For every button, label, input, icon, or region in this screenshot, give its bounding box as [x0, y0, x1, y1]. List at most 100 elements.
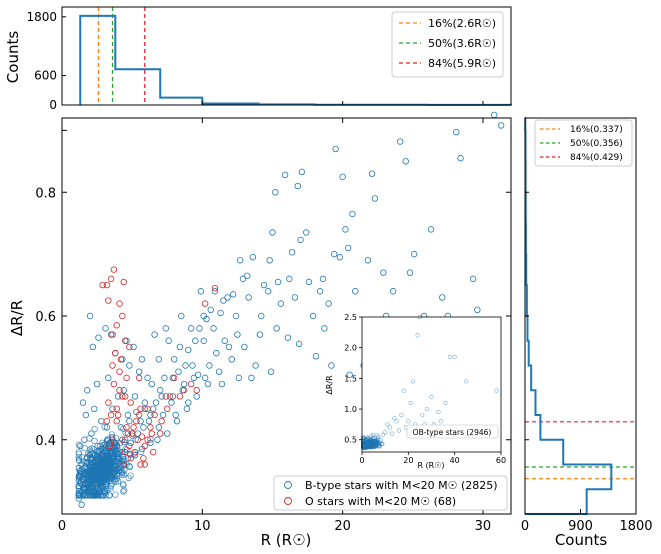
b-star-point: [427, 226, 435, 233]
b-star-point: [93, 461, 101, 468]
inset-xtick-label-1: 20: [403, 456, 413, 465]
o-star-point: [107, 275, 115, 283]
b-star-point: [309, 312, 317, 320]
b-star-point: [345, 244, 352, 252]
b-star-point: [193, 393, 200, 400]
b-star-point: [256, 331, 264, 338]
b-star-point: [84, 455, 91, 462]
b-star-point: [218, 380, 226, 388]
inset-ylabel: ΔR/R: [325, 375, 334, 395]
inset-cluster-point: [370, 438, 375, 443]
b-star-point: [213, 349, 220, 357]
b-star-point: [269, 229, 276, 236]
b-star-point: [172, 411, 179, 419]
b-star-point: [286, 275, 293, 283]
b-star-point: [183, 405, 191, 413]
b-star-point: [112, 458, 119, 465]
inset-point: [376, 434, 381, 439]
o-star-point: [157, 430, 164, 437]
right-legend-50-label: 50%(0.356): [570, 139, 623, 149]
inset-point: [399, 413, 404, 418]
top-legend-50-label: 50%(3.6R☉): [428, 37, 496, 50]
b-star-point: [189, 362, 196, 369]
b-star-cluster-point: [147, 436, 154, 443]
o-star-point: [141, 461, 148, 468]
b-star-point: [95, 334, 102, 341]
inset-frame: [361, 316, 502, 453]
b-star-point: [124, 411, 132, 419]
inset-ytick-label-1: 1.0: [344, 405, 357, 414]
b-star-point: [225, 343, 233, 351]
b-star-point: [229, 291, 237, 298]
inset-cluster-point: [369, 439, 374, 444]
b-star-point: [81, 436, 88, 443]
o-star-point: [130, 424, 137, 431]
o-star-point: [105, 399, 112, 406]
main-xtick-label-3: 30: [475, 519, 492, 534]
b-star-point: [305, 278, 313, 286]
b-star-point: [155, 424, 163, 431]
inset-point: [383, 430, 388, 435]
b-star-point: [185, 346, 192, 354]
b-star-point: [380, 269, 387, 276]
main-legend-b-label: B-type stars with M<20 M☉ (2825): [305, 479, 498, 492]
inset-point: [443, 400, 448, 406]
b-star-cluster-point: [119, 460, 127, 467]
b-star-point: [235, 374, 242, 382]
top-ytick-label-1: 600: [34, 69, 57, 83]
b-star-point: [105, 374, 112, 382]
b-star-point: [176, 343, 184, 351]
top-histogram-frame: [61, 6, 512, 106]
b-star-point: [99, 467, 106, 474]
b-star-cluster-point: [84, 486, 91, 493]
b-star-point: [196, 325, 203, 332]
o-star-point: [171, 374, 178, 382]
b-star-point: [166, 393, 174, 400]
o-star-point: [164, 405, 171, 413]
b-star-point: [96, 473, 104, 481]
inset-point: [429, 394, 434, 399]
b-star-point: [349, 210, 356, 218]
o-star-point: [134, 436, 141, 443]
o-star-point: [106, 442, 113, 450]
b-star-point: [171, 356, 178, 363]
b-star-point: [119, 448, 126, 456]
b-star-point: [84, 387, 91, 394]
b-star-point: [86, 312, 94, 320]
b-star-point: [281, 171, 289, 179]
inset-point: [464, 379, 469, 384]
b-star-point: [336, 254, 344, 261]
b-star-point: [91, 452, 98, 459]
b-star-point: [114, 393, 122, 400]
b-star-point: [187, 325, 195, 332]
b-star-point: [127, 439, 134, 447]
top-ytick-label-0: 0: [49, 98, 57, 112]
inset-xtick-label-0: 0: [359, 456, 364, 465]
b-star-cluster-point: [112, 478, 119, 485]
b-star-cluster-point: [75, 488, 82, 495]
b-star-point: [453, 129, 460, 136]
inset-cluster-point: [373, 440, 378, 445]
inset-ytick-label-2: 1.5: [344, 374, 357, 383]
o-star-point: [133, 417, 140, 425]
o-star-point: [120, 461, 127, 468]
b-star-point: [272, 189, 279, 196]
b-star-point: [297, 236, 304, 244]
b-star-point: [126, 362, 133, 369]
b-star-point: [266, 257, 273, 264]
b-star-cluster-point: [120, 488, 127, 495]
b-star-point: [131, 393, 139, 400]
b-star-point: [79, 399, 87, 406]
b-star-point: [145, 417, 153, 425]
b-star-point: [206, 362, 213, 369]
b-star-point: [302, 229, 310, 236]
top-legend-84-label: 84%(5.9R☉): [428, 57, 496, 70]
b-star-point: [316, 288, 324, 295]
inset-point: [424, 406, 429, 412]
b-star-cluster-point: [102, 485, 110, 493]
b-star-point: [241, 343, 248, 351]
o-star-point: [193, 387, 200, 394]
b-star-cluster-point: [107, 458, 114, 465]
o-star-point: [137, 405, 144, 413]
